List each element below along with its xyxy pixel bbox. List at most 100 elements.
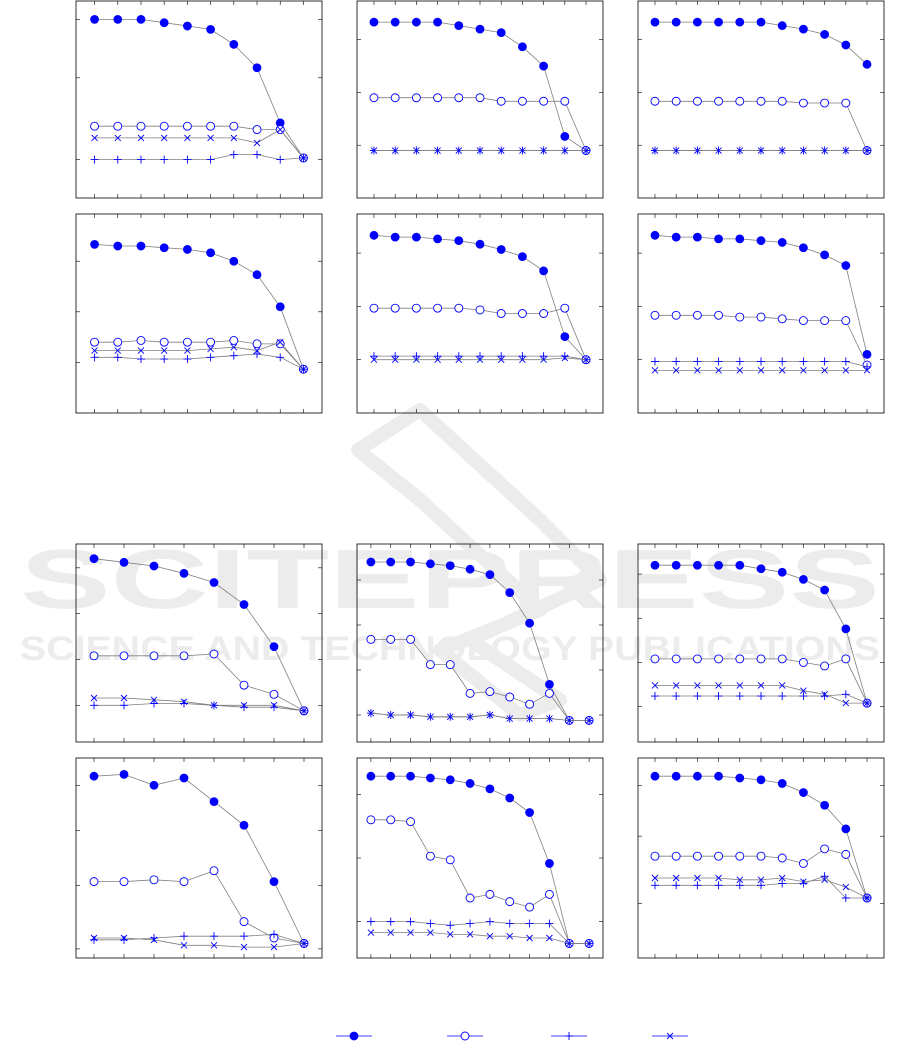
chart-panels	[75, 0, 885, 959]
series-filled-circle	[369, 230, 591, 365]
data-point-plus	[276, 155, 285, 164]
series-line	[373, 234, 587, 360]
data-point-plus	[778, 692, 787, 701]
data-point-open-circle	[777, 853, 787, 863]
series-line	[370, 932, 590, 944]
data-point-filled-circle	[714, 771, 723, 781]
data-point-open-circle	[671, 851, 681, 861]
data-point-open-circle	[179, 651, 189, 661]
series-filled-circle	[90, 239, 308, 374]
data-point-open-circle	[90, 121, 100, 131]
data-point-filled-circle	[545, 680, 554, 689]
data-point-filled-circle	[735, 560, 745, 570]
data-point-cross	[540, 356, 547, 364]
chart-panel-5	[356, 213, 604, 414]
data-point-cross	[150, 936, 158, 944]
data-point-cross	[446, 931, 454, 938]
data-point-cross	[842, 147, 850, 154]
data-point-filled-circle	[841, 40, 851, 50]
data-point-cross	[114, 134, 122, 142]
data-point-cross	[497, 147, 505, 154]
data-point-open-circle	[159, 121, 169, 131]
watermark-logo-shape	[351, 403, 607, 722]
data-point-open-circle	[433, 303, 443, 313]
series-open-circle	[650, 310, 872, 370]
data-point-cross	[91, 347, 98, 354]
series-line	[93, 558, 305, 711]
data-point-filled-circle	[485, 784, 495, 794]
data-point-open-circle	[209, 649, 219, 659]
data-point-open-circle	[650, 310, 660, 320]
data-point-plus	[299, 365, 308, 374]
data-point-cross	[91, 134, 98, 142]
data-point-filled-circle	[545, 859, 554, 868]
data-point-open-circle	[841, 849, 851, 859]
data-point-plus	[206, 155, 215, 164]
data-point-filled-circle	[539, 61, 549, 71]
data-point-open-circle	[275, 339, 285, 349]
data-point-filled-circle	[411, 17, 421, 27]
data-point-cross	[407, 711, 414, 719]
data-point-cross	[506, 715, 514, 722]
data-point-open-circle	[777, 96, 787, 106]
data-point-cross	[519, 147, 526, 154]
series-line	[94, 18, 304, 159]
series-filled-circle	[89, 554, 309, 716]
data-point-plus	[497, 352, 506, 361]
data-point-plus	[229, 351, 238, 360]
data-point-open-circle	[475, 305, 485, 315]
plot-frame	[75, 0, 323, 199]
data-point-plus	[799, 692, 808, 701]
data-point-filled-circle	[505, 588, 515, 597]
data-point-filled-circle	[862, 59, 872, 69]
data-point-filled-circle	[475, 239, 485, 249]
data-point-plus	[406, 917, 415, 926]
data-point-plus	[270, 930, 278, 939]
data-point-cross	[210, 941, 218, 949]
data-point-open-circle	[239, 917, 249, 927]
data-point-open-circle	[820, 98, 830, 108]
data-point-open-circle	[714, 96, 724, 106]
data-point-cross	[180, 941, 188, 949]
plot-frame	[356, 543, 604, 743]
data-point-filled-circle	[735, 17, 745, 27]
series-line	[94, 125, 304, 159]
data-point-plus	[778, 357, 787, 366]
data-point-open-circle	[735, 312, 745, 322]
data-point-open-circle	[390, 93, 400, 103]
data-point-cross	[391, 147, 399, 154]
data-point-filled-circle	[390, 17, 400, 27]
data-point-open-circle	[777, 654, 787, 664]
data-point-filled-circle	[560, 332, 570, 341]
data-point-plus	[485, 917, 494, 926]
data-point-cross	[863, 147, 871, 154]
chart-panel-1	[75, 0, 323, 199]
data-point-plus	[863, 894, 872, 902]
data-point-filled-circle	[820, 800, 830, 810]
data-point-plus	[391, 352, 400, 361]
data-point-filled-circle	[269, 877, 279, 887]
data-point-plus	[820, 357, 829, 366]
data-point-cross	[370, 147, 378, 154]
data-point-filled-circle	[179, 568, 189, 578]
data-point-cross	[546, 934, 553, 942]
data-point-open-circle	[671, 96, 681, 106]
series-plus	[650, 690, 872, 708]
data-point-open-circle	[714, 654, 724, 664]
data-point-filled-circle	[182, 245, 192, 254]
data-point-cross	[427, 713, 434, 721]
data-point-open-circle	[544, 688, 554, 698]
data-point-cross	[184, 347, 191, 354]
data-point-filled-circle	[714, 560, 723, 570]
data-point-filled-circle	[239, 820, 249, 830]
data-point-filled-circle	[119, 769, 129, 779]
data-point-open-circle	[90, 337, 100, 347]
data-point-filled-circle	[252, 270, 262, 280]
data-point-filled-circle	[777, 779, 787, 788]
data-point-filled-circle	[445, 775, 455, 785]
data-point-plus	[545, 919, 554, 928]
data-point-open-circle	[136, 336, 146, 345]
data-point-open-circle	[650, 96, 660, 106]
series-plus	[90, 349, 308, 374]
data-point-open-circle	[239, 680, 249, 690]
